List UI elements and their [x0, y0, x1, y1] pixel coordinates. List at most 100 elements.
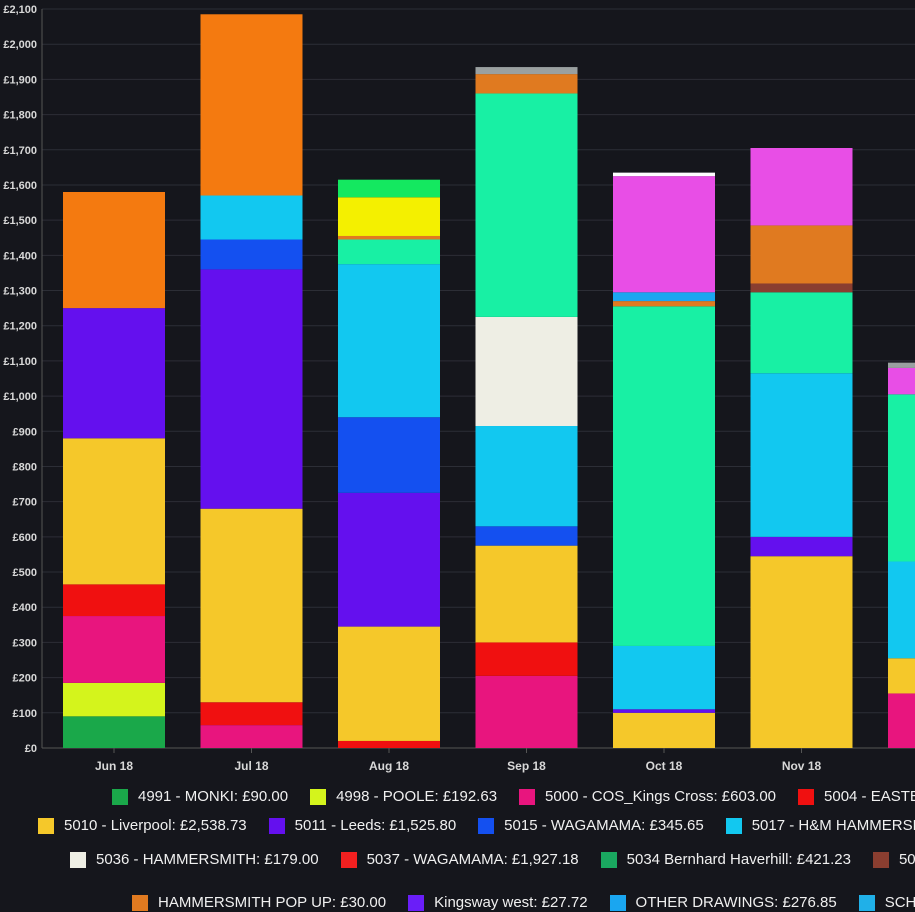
bar-segment	[888, 394, 915, 562]
legend-swatch	[519, 788, 536, 805]
y-tick-label: £900	[13, 426, 37, 438]
legend-item[interactable]: 5034 Bernhard Haverhill: £421.23	[600, 851, 851, 868]
legend-swatch	[798, 788, 815, 805]
bar-segment	[475, 316, 578, 427]
legend-item[interactable]: 5036 - HAMMERSMITH: £179.00	[70, 851, 319, 868]
bar-segment	[338, 417, 440, 493]
legend-label: 5000 - COS_Kings Cross: £603.00	[545, 788, 777, 805]
bar-segment	[338, 492, 440, 627]
bar-segment	[338, 626, 440, 741]
legend-swatch	[70, 851, 86, 868]
legend-item[interactable]: 4998 - POOLE: £192.63	[310, 788, 497, 805]
bar-segment	[475, 74, 578, 94]
bar-segment	[338, 197, 440, 236]
bar-segment	[200, 269, 303, 509]
legend-item[interactable]: 5010 - Liverpool: £2,538.73	[38, 817, 247, 834]
legend-label: 4998 - POOLE: £192.63	[336, 788, 498, 805]
legend-item[interactable]: OTHER DRAWINGS: £276.85	[609, 894, 837, 911]
legend-label: 5017 - H&M HAMMERSM	[751, 817, 915, 834]
legend-item[interactable]: 5004 - EASTBOU	[798, 788, 915, 805]
legend-row: 4991 - MONKI: £90.00 4998 - POOLE: £192.6…	[112, 788, 915, 805]
y-tick-label: £600	[13, 532, 37, 544]
legend-item[interactable]: 5000 - COS_Kings Cross: £603.00	[519, 788, 776, 805]
legend-swatch	[478, 817, 495, 834]
legend-label: 5010 - Liverpool: £2,538.73	[64, 817, 247, 834]
bar-segment	[613, 172, 715, 177]
legend-item[interactable]: Kingsway west: £27.72	[408, 894, 588, 911]
legend-label: 504	[898, 851, 915, 868]
legend-item[interactable]: 5015 - WAGAMAMA: £345.65	[478, 817, 704, 834]
y-tick-label: £2,100	[3, 4, 37, 16]
y-tick-label: £500	[13, 567, 37, 579]
bar-segment	[475, 642, 578, 676]
bar-segment	[63, 584, 165, 617]
bar-segment	[750, 373, 853, 537]
bar-segment	[338, 740, 440, 748]
y-tick-label: £100	[13, 708, 37, 720]
bar-segment	[475, 545, 578, 643]
x-tick-label: Nov 18	[782, 759, 822, 773]
bar-segment	[338, 264, 440, 418]
x-tick-label: Aug 18	[369, 759, 409, 773]
legend-item[interactable]: 5037 - WAGAMAMA: £1,927.18	[340, 851, 579, 868]
legend-label: HAMMERSMITH POP UP: £30.00	[158, 894, 387, 911]
bar-segment	[200, 195, 303, 240]
bar-segment	[750, 556, 853, 748]
legend-item[interactable]: 504	[872, 851, 915, 868]
y-tick-label: £1,100	[3, 356, 37, 368]
bar-segment	[63, 716, 165, 748]
legend-item[interactable]: SCHEMA	[858, 894, 915, 911]
bar-segment	[63, 682, 165, 717]
bar-segment	[613, 292, 715, 302]
bar-segment	[750, 292, 853, 374]
y-tick-label: £1,700	[3, 145, 37, 157]
legend-item[interactable]: 5011 - Leeds: £1,525.80	[268, 817, 457, 834]
bar-segment	[338, 239, 440, 265]
y-tick-label: £700	[13, 497, 37, 509]
legend-label: Kingsway west: £27.72	[434, 894, 588, 911]
bar-segment	[613, 709, 715, 713]
y-tick-label: £1,800	[3, 110, 37, 122]
y-tick-label: £1,600	[3, 180, 37, 192]
bar-segment	[63, 191, 165, 309]
y-tick-label: £800	[13, 461, 37, 473]
legend-label: 5036 - HAMMERSMITH: £179.00	[96, 851, 319, 868]
bar-segment	[750, 283, 853, 293]
legend-row: HAMMERSMITH POP UP: £30.00 Kingsway west:…	[132, 894, 915, 911]
bar-segment	[888, 561, 915, 659]
y-tick-label: £0	[25, 743, 37, 755]
legend-item[interactable]: 4991 - MONKI: £90.00	[112, 788, 288, 805]
bar-segment	[338, 235, 440, 240]
legend-label: SCHEMA	[884, 894, 915, 911]
bar-segment	[475, 426, 578, 527]
legend-swatch	[112, 788, 128, 805]
bar-segment	[475, 675, 578, 748]
bar-segment	[888, 693, 915, 748]
legend-item[interactable]: HAMMERSMITH POP UP: £30.00	[132, 894, 386, 911]
bar-segment	[888, 658, 915, 694]
legend-item[interactable]: 5017 - H&M HAMMERSM	[725, 817, 915, 834]
legend-row: 5010 - Liverpool: £2,538.73 5011 - Leeds:…	[38, 817, 915, 834]
y-tick-label: £2,000	[3, 39, 37, 51]
y-tick-label: £400	[13, 602, 37, 614]
bar-segment	[613, 301, 715, 307]
bar-segment	[63, 438, 165, 585]
y-tick-label: £1,300	[3, 286, 37, 298]
legend-label: 5034 Bernhard Haverhill: £421.23	[626, 851, 851, 868]
legend-swatch	[408, 894, 425, 911]
bar-segment	[613, 645, 715, 710]
y-tick-label: £1,000	[3, 391, 37, 403]
legend-swatch	[132, 894, 148, 911]
bar-segment	[888, 362, 915, 368]
legend-label: 4991 - MONKI: £90.00	[138, 788, 289, 805]
legend-label: 5015 - WAGAMAMA: £345.65	[504, 817, 704, 834]
legend-label: 5011 - Leeds: £1,525.80	[294, 817, 457, 834]
bar-segment	[750, 225, 853, 284]
y-tick-label: £1,200	[3, 321, 37, 333]
bar-segment	[200, 702, 303, 726]
bar-segment	[475, 93, 578, 317]
y-tick-label: £1,900	[3, 74, 37, 86]
bar-segment	[613, 712, 715, 748]
legend-swatch	[340, 851, 357, 868]
